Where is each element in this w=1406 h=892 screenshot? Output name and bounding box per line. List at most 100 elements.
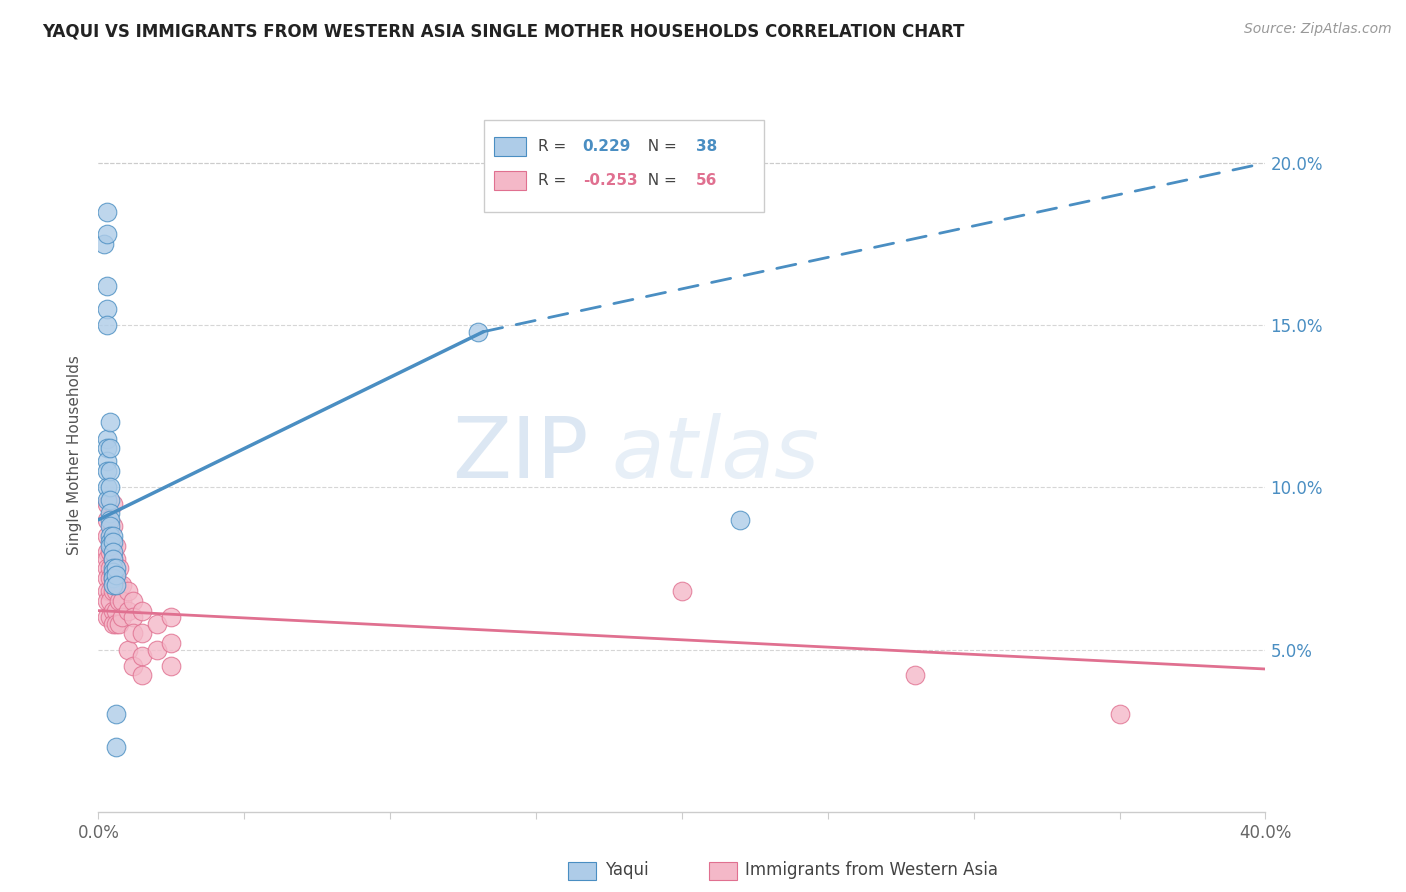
FancyBboxPatch shape xyxy=(484,120,763,212)
Point xyxy=(101,519,124,533)
Point xyxy=(96,545,118,559)
Point xyxy=(728,513,751,527)
Point xyxy=(467,325,489,339)
Point xyxy=(104,584,127,599)
Text: N =: N = xyxy=(637,173,681,187)
Point xyxy=(122,658,145,673)
Point xyxy=(104,739,127,754)
Text: N =: N = xyxy=(637,139,681,154)
Point xyxy=(96,497,118,511)
Text: R =: R = xyxy=(538,173,571,187)
Point xyxy=(98,519,121,533)
Point xyxy=(131,648,153,663)
Point xyxy=(101,529,124,543)
Point xyxy=(98,529,121,543)
Point xyxy=(904,668,927,682)
Point xyxy=(96,318,118,333)
Point xyxy=(108,577,131,591)
Text: -0.253: -0.253 xyxy=(582,173,637,187)
Point xyxy=(96,513,118,527)
Point xyxy=(101,539,124,553)
Point xyxy=(96,432,118,446)
Text: 0.229: 0.229 xyxy=(582,139,631,154)
Y-axis label: Single Mother Households: Single Mother Households xyxy=(67,355,83,555)
Point xyxy=(101,497,124,511)
Point xyxy=(104,551,127,566)
Point xyxy=(98,539,121,553)
Point xyxy=(101,604,124,618)
Point xyxy=(104,707,127,722)
Point xyxy=(131,626,153,640)
Point xyxy=(96,279,118,293)
Point xyxy=(101,565,124,579)
Point xyxy=(146,642,169,657)
Point xyxy=(98,442,121,456)
Point xyxy=(98,561,121,575)
Point xyxy=(93,237,115,252)
Point xyxy=(101,577,124,591)
Point xyxy=(104,571,127,585)
Point xyxy=(96,529,118,543)
Point xyxy=(96,493,118,508)
Point xyxy=(98,535,121,549)
Point xyxy=(117,584,139,599)
Point xyxy=(98,480,121,494)
Point xyxy=(98,493,121,508)
Point xyxy=(98,513,121,527)
Point xyxy=(160,636,183,650)
Point xyxy=(108,616,131,631)
Point xyxy=(96,584,118,599)
Point xyxy=(104,539,127,553)
Point xyxy=(98,594,121,608)
Text: R =: R = xyxy=(538,139,571,154)
Point xyxy=(1108,707,1130,722)
FancyBboxPatch shape xyxy=(494,137,526,156)
Point xyxy=(108,594,131,608)
Point xyxy=(104,577,127,591)
Point xyxy=(101,616,124,631)
Point xyxy=(96,561,118,575)
Point xyxy=(111,594,134,608)
Point xyxy=(101,571,124,585)
Point xyxy=(96,442,118,456)
Point xyxy=(122,610,145,624)
Point xyxy=(104,604,127,618)
Text: 38: 38 xyxy=(696,139,717,154)
Point xyxy=(117,604,139,618)
Point xyxy=(104,616,127,631)
Point xyxy=(101,551,124,566)
Point xyxy=(117,642,139,657)
Point xyxy=(131,604,153,618)
Point xyxy=(98,464,121,478)
Text: YAQUI VS IMMIGRANTS FROM WESTERN ASIA SINGLE MOTHER HOUSEHOLDS CORRELATION CHART: YAQUI VS IMMIGRANTS FROM WESTERN ASIA SI… xyxy=(42,22,965,40)
Point xyxy=(122,594,145,608)
Point xyxy=(101,561,124,575)
Text: Immigrants from Western Asia: Immigrants from Western Asia xyxy=(745,861,998,879)
Point xyxy=(101,571,124,585)
Point xyxy=(146,616,169,631)
Point xyxy=(111,610,134,624)
Point xyxy=(96,301,118,316)
Point xyxy=(98,545,121,559)
Point xyxy=(96,227,118,242)
Point xyxy=(96,610,118,624)
Point xyxy=(101,584,124,599)
Point xyxy=(96,571,118,585)
Text: Source: ZipAtlas.com: Source: ZipAtlas.com xyxy=(1244,22,1392,37)
Point xyxy=(101,545,124,559)
Point xyxy=(131,668,153,682)
Point xyxy=(98,584,121,599)
Point xyxy=(96,464,118,478)
Point xyxy=(96,551,118,566)
Point xyxy=(111,577,134,591)
Point xyxy=(104,568,127,582)
Text: Yaqui: Yaqui xyxy=(605,861,648,879)
Point xyxy=(160,610,183,624)
Point xyxy=(671,584,693,599)
Point xyxy=(98,571,121,585)
Point xyxy=(108,561,131,575)
Point xyxy=(96,454,118,468)
Point xyxy=(122,626,145,640)
Point xyxy=(101,551,124,566)
Point xyxy=(96,480,118,494)
